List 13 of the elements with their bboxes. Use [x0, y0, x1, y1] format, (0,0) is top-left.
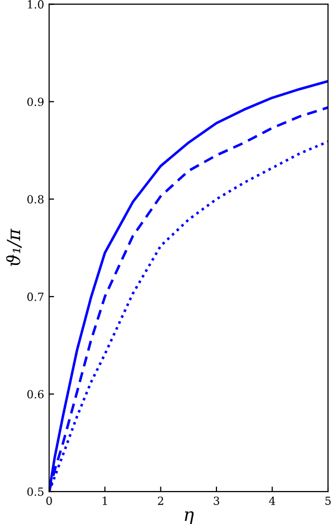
- y-tick-label: 0.9: [27, 98, 44, 106]
- x-tick-label: 0: [46, 496, 52, 505]
- y-tick-label: 0.5: [27, 487, 44, 496]
- x-tick-label: 4: [269, 496, 276, 505]
- y-tick-label: 0.6: [27, 390, 44, 398]
- x-tick-label: 2: [158, 496, 164, 505]
- x-tick-label: 5: [325, 496, 331, 505]
- x-tick-label: 3: [214, 496, 220, 505]
- y-axis-title: ϑ₁/π: [6, 228, 22, 266]
- y-tick-label: 0.8: [27, 195, 44, 204]
- y-tick-label: 1.0: [28, 0, 44, 9]
- x-tick-label: 1: [102, 496, 107, 505]
- y-tick-label: 0.7: [27, 292, 44, 301]
